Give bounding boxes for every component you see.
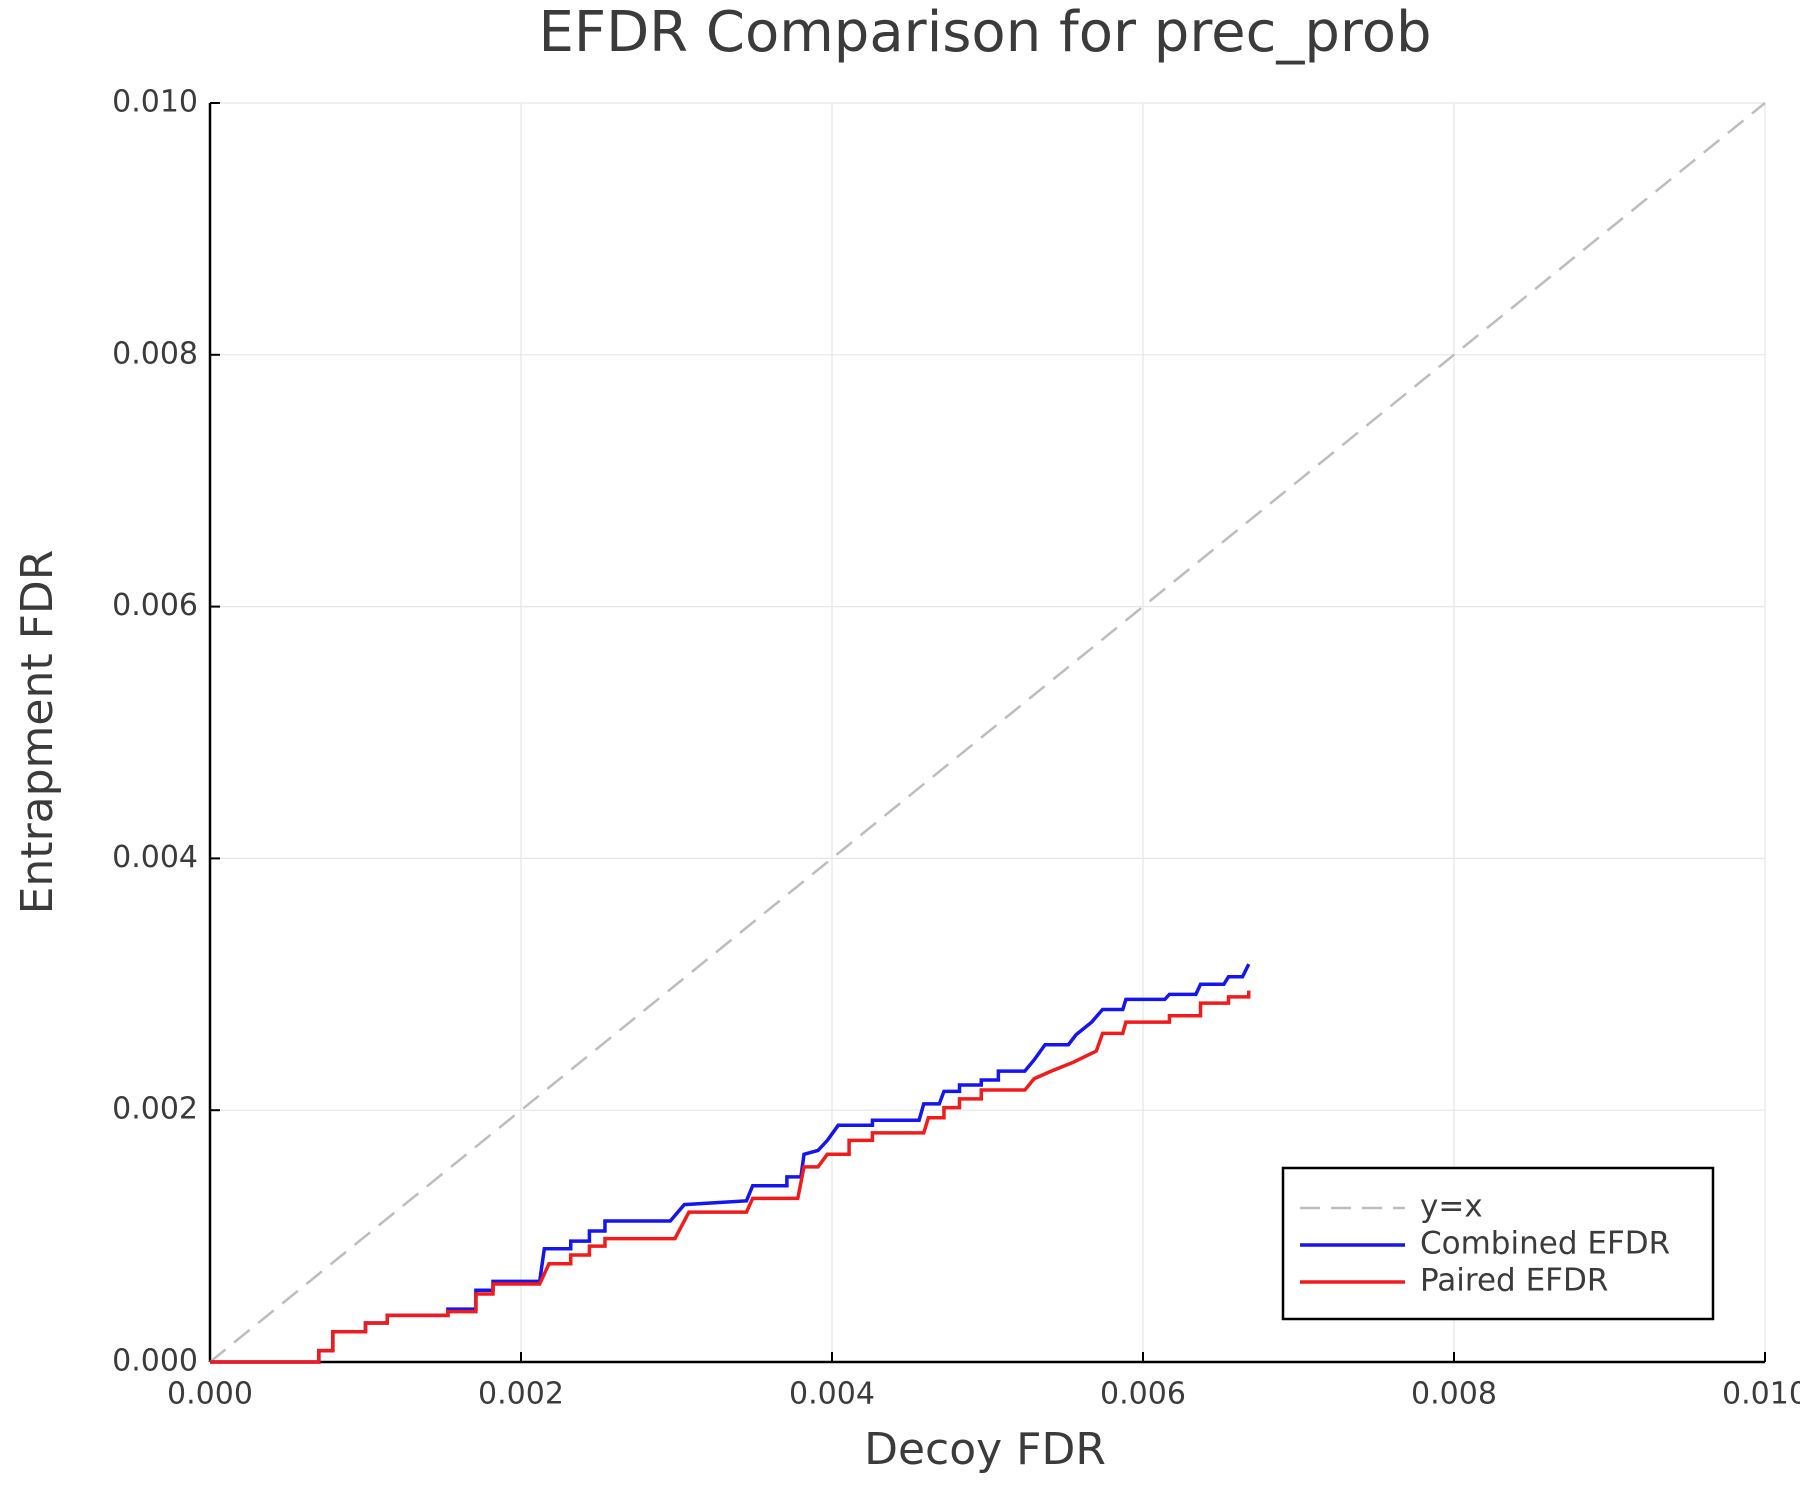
x-tick-label: 0.010: [1722, 1377, 1800, 1412]
legend-label: Paired EFDR: [1420, 1263, 1608, 1299]
y-tick-label: 0.010: [112, 85, 198, 120]
chart-title: EFDR Comparison for prec_prob: [538, 0, 1431, 65]
y-tick-label: 0.006: [112, 588, 198, 623]
y-tick-label: 0.008: [112, 336, 198, 371]
x-tick-label: 0.004: [789, 1377, 875, 1412]
x-tick-label: 0.000: [167, 1377, 253, 1412]
y-tick-label: 0.000: [112, 1344, 198, 1379]
y-tick-label: 0.004: [112, 840, 198, 875]
data-line: [210, 963, 1251, 1364]
x-tick-label: 0.006: [1100, 1377, 1186, 1412]
data-line: [209, 102, 1766, 1363]
legend-label: y=x: [1420, 1189, 1483, 1225]
y-tick-label: 0.002: [112, 1092, 198, 1127]
legend-label: Combined EFDR: [1420, 1226, 1670, 1262]
x-axis-label: Decoy FDR: [864, 1424, 1106, 1475]
y-axis-label: Entrapment FDR: [12, 550, 63, 915]
data-line: [210, 990, 1251, 1364]
x-tick-label: 0.002: [478, 1377, 564, 1412]
x-tick-label: 0.008: [1411, 1377, 1497, 1412]
